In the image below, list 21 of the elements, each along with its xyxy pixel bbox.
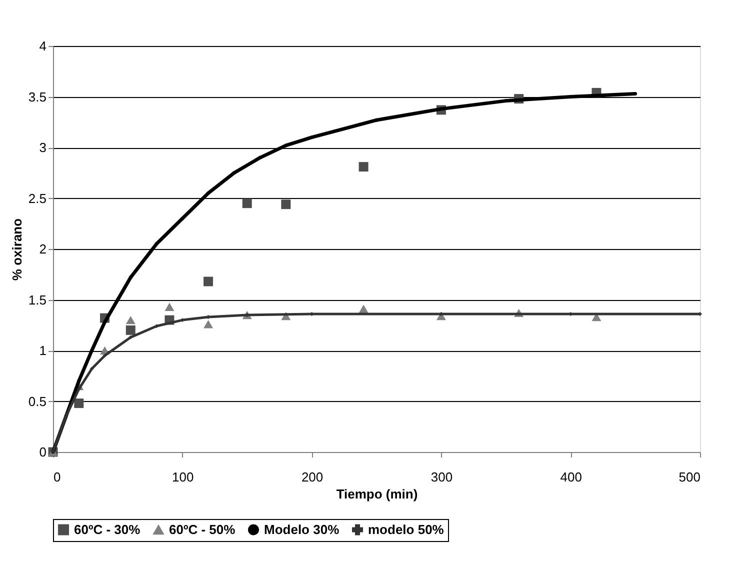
x-tick-label: 100 — [172, 470, 194, 484]
y-tick-label: 0.5 — [28, 394, 46, 409]
legend-label: 60ºC - 50% — [169, 522, 236, 537]
y-tick-label: 1 — [39, 343, 46, 358]
y-axis-title: % oxirano — [9, 218, 24, 281]
x-axis-title: Tiempo (min) — [336, 486, 418, 502]
x-tick-label: 400 — [560, 470, 582, 484]
x-tick-label: 200 — [301, 470, 324, 484]
legend-label: 60ºC - 30% — [74, 522, 141, 537]
legend-label: Modelo 30% — [264, 522, 340, 537]
legend-label: modelo 50% — [368, 522, 444, 537]
y-tick-label: 2.5 — [28, 190, 46, 206]
y-tick-label: 4 — [39, 38, 46, 54]
x-tick-label: 0 — [54, 470, 61, 484]
y-tick-label: 2 — [39, 242, 46, 256]
x-tick-label: 500 — [678, 470, 700, 484]
y-tick-label: 0 — [39, 444, 46, 460]
x-tick-label: 300 — [430, 470, 453, 484]
y-tick-label: 3.5 — [28, 89, 46, 104]
y-tick-label: 3 — [39, 140, 46, 155]
y-tick-label: 1.5 — [28, 292, 46, 308]
